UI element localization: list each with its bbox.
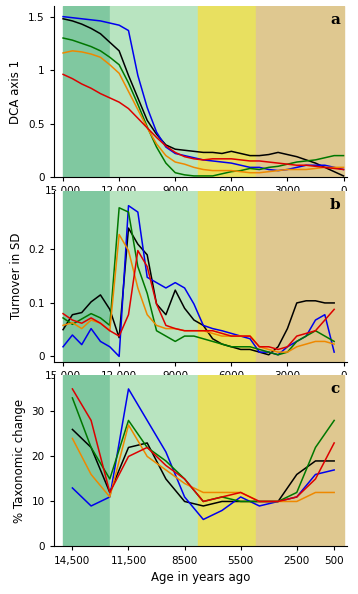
Bar: [63, 6, 110, 177]
X-axis label: Age in years ago: Age in years ago: [151, 571, 250, 584]
Text: b: b: [329, 198, 340, 211]
Bar: [110, 375, 198, 546]
Bar: [63, 375, 110, 546]
Text: c: c: [331, 383, 340, 396]
Y-axis label: Turnover in SD: Turnover in SD: [10, 233, 23, 320]
Bar: [198, 6, 256, 177]
Bar: [256, 191, 344, 362]
Bar: [198, 191, 256, 362]
Text: a: a: [330, 13, 340, 27]
Bar: [198, 375, 256, 546]
Bar: [256, 6, 344, 177]
Bar: [63, 191, 110, 362]
Y-axis label: DCA axis 1: DCA axis 1: [10, 59, 23, 124]
Bar: [110, 191, 198, 362]
Bar: [110, 6, 198, 177]
Y-axis label: % Taxonomic change: % Taxonomic change: [13, 399, 26, 523]
Bar: [256, 375, 344, 546]
